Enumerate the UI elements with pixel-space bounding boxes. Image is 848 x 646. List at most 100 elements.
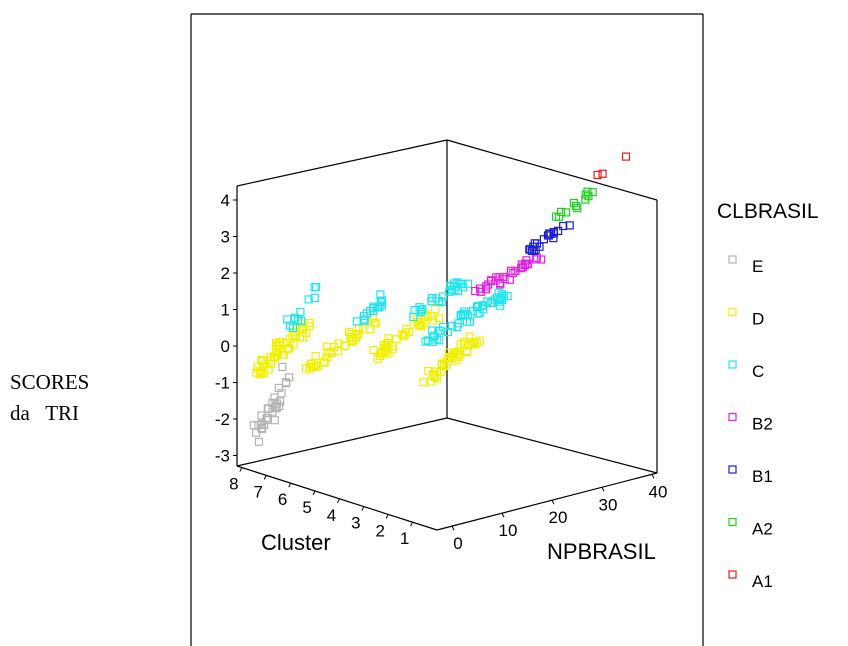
data-point-E	[263, 414, 272, 423]
cluster-axis-tick-label: 2	[375, 521, 384, 540]
npbrasil-axis-tick-label: 20	[549, 508, 568, 527]
data-point-D	[348, 335, 358, 344]
data-point-E	[257, 411, 266, 420]
data-point-C	[475, 308, 484, 317]
legend-title: CLBRASIL	[717, 200, 819, 223]
cluster-axis-tick-mark	[263, 475, 267, 480]
cluster-axis-tick-mark	[410, 521, 414, 527]
data-point-E	[257, 419, 266, 428]
data-point-D	[464, 341, 473, 350]
vertical-axis-title-line2: da TRI	[10, 401, 79, 425]
data-point-D	[373, 354, 382, 364]
data-point-D	[257, 367, 266, 376]
data-point-D	[266, 352, 275, 361]
data-point-D	[273, 342, 282, 351]
legend-marker	[728, 360, 737, 369]
cluster-axis-tick-label: 3	[351, 514, 360, 533]
vertical-axis-tick-label: 2	[221, 264, 230, 283]
scatter-points	[249, 152, 631, 446]
data-point-D	[439, 362, 448, 371]
legend-marker	[728, 307, 737, 317]
data-point-C	[430, 331, 439, 340]
data-point-D	[398, 330, 407, 339]
vertical-axis-tick-label: -1	[215, 374, 230, 393]
data-point-D	[434, 314, 444, 323]
data-point-C	[428, 326, 437, 335]
data-point-C	[352, 317, 361, 326]
box-edges	[236, 139, 658, 531]
data-point-C	[304, 295, 313, 304]
data-point-D	[416, 320, 425, 329]
data-point-C	[415, 303, 424, 312]
data-point-C	[445, 287, 454, 296]
data-point-A1	[621, 152, 631, 161]
data-point-D	[456, 340, 465, 349]
cluster-axis-tick-mark	[239, 467, 243, 472]
cluster-axis-title: Cluster	[261, 530, 331, 555]
data-point-D	[257, 355, 266, 364]
data-point-E	[258, 424, 267, 434]
data-point-D	[260, 369, 269, 378]
data-point-D	[323, 353, 332, 362]
data-point-D	[452, 356, 461, 365]
data-point-D	[417, 322, 426, 331]
vertical-axis-tick-label: 1	[221, 301, 230, 320]
data-point-D	[366, 325, 375, 334]
data-point-D	[255, 366, 264, 375]
box-edge-top-right	[446, 139, 658, 201]
data-point-D	[463, 347, 472, 356]
npbrasil-axis-tick-mark	[651, 474, 655, 479]
data-point-D	[327, 347, 336, 356]
data-point-D	[388, 341, 398, 350]
box-edge-floor-front-right	[436, 472, 658, 531]
data-point-C	[465, 317, 475, 326]
data-point-D	[399, 332, 408, 341]
data-point-B2	[482, 285, 491, 294]
data-point-D	[340, 341, 349, 350]
data-point-E	[282, 378, 291, 387]
data-point-D	[370, 318, 379, 327]
data-point-B1	[525, 245, 535, 254]
data-point-D	[283, 345, 292, 354]
box-edge-floor-front-left	[236, 465, 438, 531]
vertical-axis-tick-label: -2	[215, 410, 230, 429]
data-point-C	[296, 307, 305, 317]
data-point-A2	[581, 195, 590, 204]
data-point-E	[268, 407, 277, 416]
npbrasil-axis-ticks: 0 10 20 30 40	[451, 474, 667, 553]
data-point-C	[488, 298, 497, 307]
legend-marker	[728, 255, 737, 264]
legend: CLBRASIL E D C B2 B1 A2 A1	[717, 200, 819, 591]
cluster-axis-tick-label: 7	[254, 482, 263, 501]
data-point-C	[435, 336, 444, 345]
legend-label: A2	[752, 520, 773, 539]
cluster-axis-tick-label: 1	[400, 529, 409, 548]
data-point-C	[290, 313, 300, 322]
data-point-C	[432, 294, 441, 303]
data-point-C	[409, 312, 418, 321]
data-point-A2	[551, 212, 561, 221]
data-point-D	[429, 316, 438, 325]
npbrasil-axis-tick-mark	[451, 525, 455, 531]
data-point-B2	[495, 273, 504, 282]
data-point-C	[450, 286, 459, 295]
data-point-D	[444, 348, 453, 357]
legend-label: E	[752, 257, 763, 276]
box-edge-floor-back-right	[446, 417, 658, 474]
data-point-A2	[561, 208, 571, 217]
legend-items: E D C B2 B1 A2 A1	[728, 255, 773, 591]
cluster-axis-tick-mark	[385, 514, 389, 519]
data-point-C	[417, 308, 426, 317]
data-point-D	[305, 322, 314, 331]
npbrasil-axis-tick-mark	[601, 487, 605, 492]
legend-label: C	[752, 362, 764, 381]
data-point-D	[289, 340, 298, 349]
data-point-C	[483, 297, 492, 306]
data-point-C	[455, 279, 464, 288]
data-point-C	[310, 293, 319, 302]
data-point-D	[270, 353, 279, 362]
legend-marker	[728, 517, 737, 527]
data-point-C	[456, 311, 466, 320]
